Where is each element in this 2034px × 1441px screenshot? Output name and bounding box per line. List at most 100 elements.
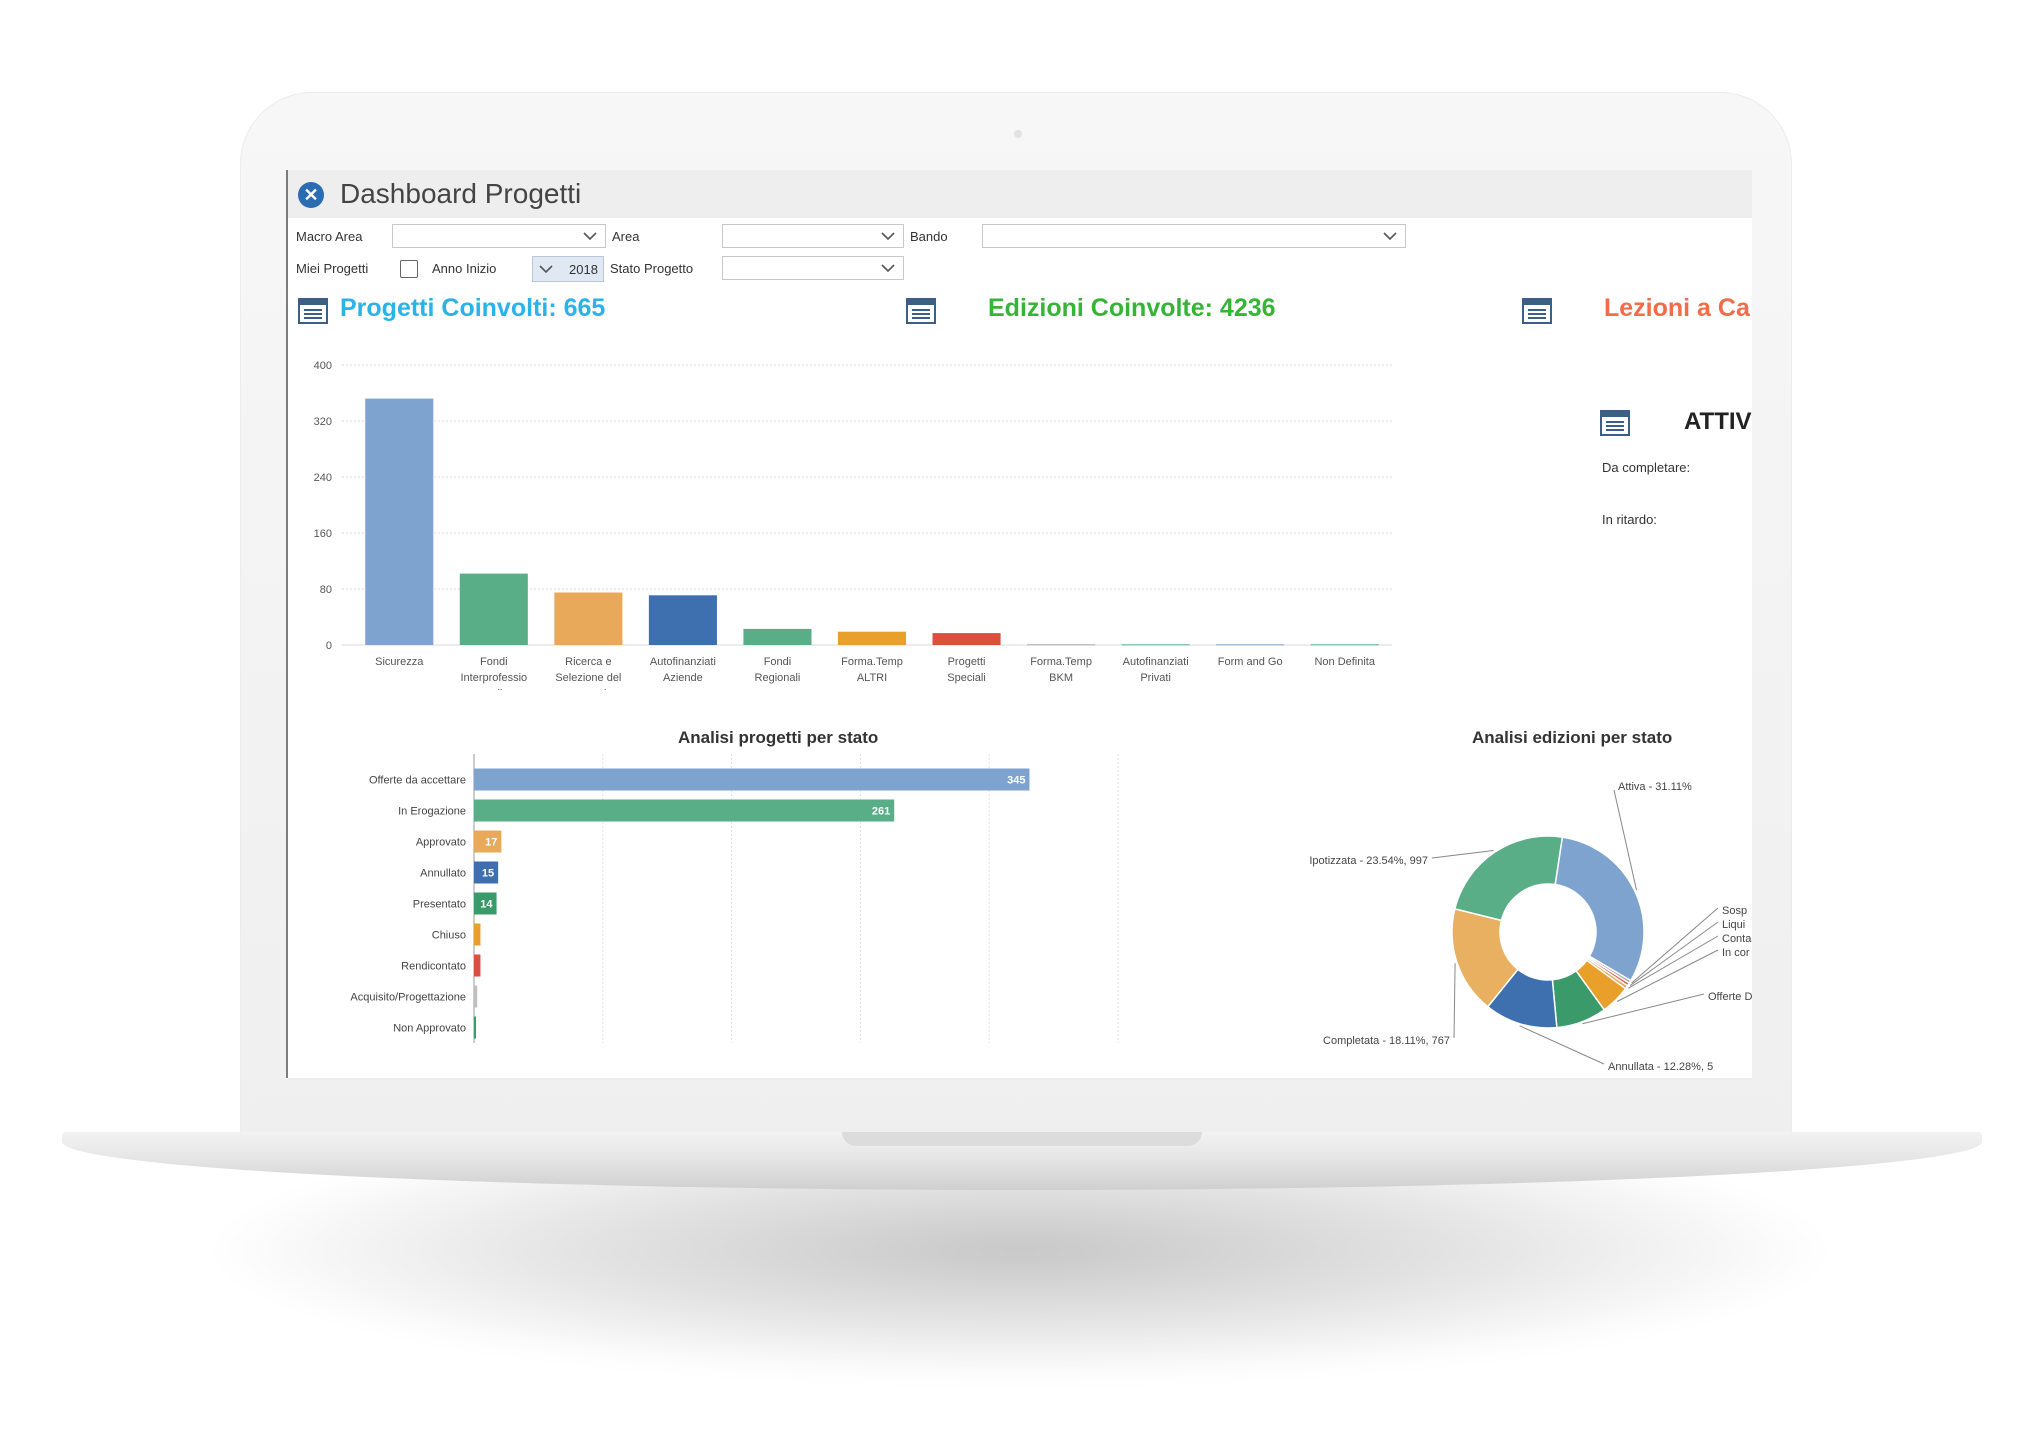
bando-select[interactable] [982, 224, 1406, 248]
x-tick-label: Progetti [948, 656, 986, 668]
camera-dot [1014, 130, 1022, 138]
table-icon[interactable] [298, 298, 328, 324]
chevron-down-icon[interactable] [537, 260, 555, 278]
x-tick-label: Forma.Temp [1030, 656, 1092, 668]
data-label: 15 [482, 868, 494, 880]
slice-label: In cor [1722, 947, 1750, 959]
stato-progetto-label: Stato Progetto [610, 261, 694, 276]
y-tick-label: 80 [320, 584, 332, 596]
x-tick-label: Forma.Temp [841, 656, 903, 668]
x-tick-label: nali [485, 688, 502, 690]
bar [1216, 644, 1285, 646]
table-icon[interactable] [906, 298, 936, 324]
x-tick-label: BKM [1049, 672, 1073, 684]
category-label: In Erogazione [398, 806, 466, 818]
da-completare-label: Da completare: [1602, 460, 1691, 475]
anno-inizio-label: Anno Inizio [432, 261, 497, 276]
x-tick-label: Fondi [764, 656, 792, 668]
bar [474, 892, 497, 915]
bar [743, 628, 812, 645]
chart-title-edizioni-stato: Analisi edizioni per stato [1472, 728, 1673, 747]
bar [474, 799, 895, 822]
miei-progetti-checkbox[interactable] [400, 260, 418, 278]
bar [837, 631, 907, 645]
macro-area-select[interactable] [392, 224, 606, 248]
bar [648, 595, 717, 645]
slice-label: Conta [1722, 933, 1752, 945]
pie-slice [1554, 836, 1645, 982]
y-tick-label: 320 [314, 416, 332, 428]
in-ritardo-label: In ritardo: [1602, 512, 1657, 527]
bando-label: Bando [910, 229, 948, 244]
table-icon[interactable] [1522, 298, 1552, 324]
bar [474, 923, 481, 946]
slice-label: Attiva - 31.11% [1618, 781, 1692, 793]
leader-line [1616, 949, 1719, 1002]
stato-progetto-select[interactable] [722, 256, 904, 280]
leader-line [1627, 935, 1719, 989]
app-window: ✕ Dashboard Progetti Macro Area Area Ban… [286, 170, 1752, 1078]
chevron-down-icon [881, 264, 895, 273]
category-label: Chiuso [432, 930, 466, 942]
projects-bar-chart: 0 80 160 240 320 400 Sicurezza Fondi Interprofes… [314, 360, 1392, 690]
bar [474, 861, 499, 884]
kpi-progetti: Progetti Coinvolti: 665 [340, 294, 606, 322]
activities-title: ATTIV [1684, 408, 1752, 435]
x-tick-label: Autofinanziati [1123, 656, 1189, 668]
x-tick-label: Speciali [947, 672, 986, 684]
bar [932, 633, 1001, 645]
category-label: Rendicontato [401, 961, 466, 973]
laptop-notch [842, 1132, 1202, 1146]
slice-label: Liqui [1722, 919, 1745, 931]
y-tick-label: 400 [314, 360, 332, 372]
data-label: 14 [480, 899, 493, 911]
title-bar: ✕ Dashboard Progetti [288, 170, 1752, 218]
category-label: Presentato [413, 899, 466, 911]
data-label: 17 [485, 837, 497, 849]
category-label: Acquisito/Progettazione [350, 992, 466, 1004]
category-label: Offerte da accettare [369, 775, 466, 787]
x-tick-label: Regionali [755, 672, 801, 684]
leader-line [1519, 1025, 1605, 1065]
kpi-lezioni: Lezioni a Ca [1604, 294, 1750, 322]
bar [474, 830, 502, 853]
x-tick-label: ALTRI [857, 672, 887, 684]
slice-label: Offerte Da [1708, 991, 1752, 1003]
x-tick-label: Privati [1140, 672, 1171, 684]
chevron-down-icon [881, 232, 895, 241]
category-label: Non Approvato [393, 1023, 466, 1035]
bar [474, 1016, 476, 1039]
x-tick-label: Autofinanziati [650, 656, 716, 668]
x-tick-label: Selezione del [555, 672, 621, 684]
slice-label: Annullata - 12.28%, 5 [1608, 1061, 1713, 1073]
pie-slice [1453, 835, 1564, 922]
page-title: Dashboard Progetti [340, 178, 582, 209]
leader-line [1613, 789, 1637, 890]
close-icon[interactable]: ✕ [298, 182, 324, 208]
x-tick-label: Non Definita [1314, 656, 1375, 668]
leader-line [1631, 907, 1719, 984]
x-tick-label: Sicurezza [375, 656, 424, 668]
bar [474, 768, 1030, 791]
y-tick-label: 240 [314, 472, 332, 484]
table-icon[interactable] [1600, 410, 1630, 436]
kpi-edizioni: Edizioni Coinvolte: 4236 [988, 294, 1276, 322]
bar [554, 592, 623, 645]
miei-progetti-label: Miei Progetti [296, 261, 369, 276]
leader-line [1453, 963, 1456, 1039]
bar [1121, 644, 1190, 646]
slice-label: Ipotizzata - 23.54%, 997 [1309, 855, 1428, 867]
area-label: Area [612, 229, 640, 244]
x-tick-label: personale [564, 688, 612, 690]
editions-by-status-chart: Attiva - 31.11% Sosp Liqui Conta In cor Offer… [1309, 781, 1752, 1073]
bar [474, 985, 478, 1008]
slice-label: Completata - 18.11%, 767 [1323, 1035, 1450, 1047]
area-select[interactable] [722, 224, 904, 248]
chevron-down-icon [583, 232, 597, 241]
category-label: Annullato [420, 868, 466, 880]
data-label: 261 [872, 806, 890, 818]
anno-inizio-field[interactable]: 2018 [532, 256, 604, 282]
bar [474, 954, 481, 977]
leader-line [1431, 849, 1494, 859]
chart-title-progetti-stato: Analisi progetti per stato [678, 728, 879, 747]
